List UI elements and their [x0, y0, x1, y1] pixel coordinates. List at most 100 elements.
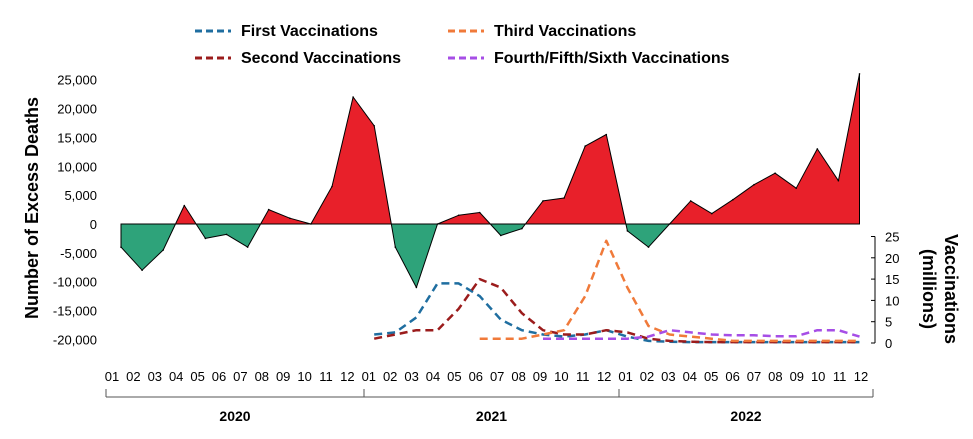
month-tick-label: 06 [725, 369, 739, 384]
excess-deaths-point [689, 200, 692, 202]
excess-deaths-point [457, 214, 460, 217]
y-tick-label: 0 [90, 217, 97, 232]
excess-deaths-point [478, 211, 481, 214]
excess-deaths-point [183, 204, 186, 207]
month-tick-label: 10 [811, 369, 825, 384]
y-tick-label: -5,000 [60, 246, 97, 261]
vaccination-lines [373, 239, 860, 344]
y-tick-label: 5,000 [64, 188, 97, 203]
excess-deaths-point [626, 230, 629, 232]
month-tick-label: 09 [790, 369, 804, 384]
legend-label-3: Third Vaccinations [494, 23, 636, 40]
month-tick-label: 06 [212, 369, 226, 384]
negative-excess-area [120, 223, 860, 288]
month-tick-label: 03 [148, 369, 162, 384]
y2-label-line1: Vaccinations [941, 234, 961, 344]
y2-tick-label: 0 [885, 336, 892, 351]
excess-deaths-point [521, 227, 523, 230]
y2-axis: 25 20 15 10 5 0 [871, 230, 899, 351]
month-tick-label: 11 [576, 369, 590, 384]
excess-deaths-point [542, 200, 544, 202]
month-tick-label: 05 [704, 369, 718, 384]
excess-deaths-point [394, 246, 397, 248]
excess-deaths-point [436, 223, 439, 225]
year-label: 2022 [730, 408, 761, 424]
series-line-2 [373, 277, 860, 344]
month-tick-label: 02 [383, 369, 397, 384]
month-tick-label: 01 [618, 369, 632, 384]
excess-deaths-point [816, 148, 819, 150]
excess-deaths-point [120, 246, 122, 248]
y-axis: 25,000 20,000 15,000 10,000 5,000 0 -5,000 -10,… [53, 73, 97, 348]
excess-deaths-point [373, 125, 376, 127]
y2-tick-label: 25 [885, 230, 899, 245]
excess-deaths-point [563, 197, 565, 199]
y-tick-label: -15,000 [53, 304, 97, 319]
month-tick-label: 09 [533, 369, 547, 384]
legend-label-1: First Vaccinations [241, 23, 378, 40]
excess-deaths-point [795, 187, 797, 189]
month-tick-label: 08 [255, 369, 269, 384]
legend-label-4: Fourth/Fifth/Sixth Vaccinations [494, 50, 730, 67]
excess-deaths-point [647, 246, 650, 248]
month-tick-label: 04 [169, 369, 183, 384]
month-tick-label: 02 [126, 369, 140, 384]
month-tick-label: 08 [511, 369, 525, 384]
y2-axis-label: Vaccinations(millions) [919, 234, 961, 344]
month-tick-label: 05 [447, 369, 461, 384]
month-tick-label: 03 [661, 369, 675, 384]
excess-deaths-point [605, 133, 608, 136]
positive-excess-area [120, 73, 860, 225]
y-tick-label: 25,000 [57, 73, 97, 88]
month-tick-label: 02 [640, 369, 654, 384]
month-tick-label: 07 [747, 369, 761, 384]
y-tick-label: 20,000 [57, 102, 97, 117]
month-tick-label: 12 [340, 369, 354, 384]
month-tick-label: 12 [597, 369, 611, 384]
month-tick-label: 04 [683, 369, 697, 384]
excess-deaths-point [141, 269, 143, 272]
month-tick-label: 07 [490, 369, 504, 384]
month-tick-label: 12 [854, 369, 868, 384]
month-tick-label: 03 [404, 369, 418, 384]
excess-deaths-point [267, 208, 270, 211]
month-tick-label: 04 [426, 369, 440, 384]
y-axis-label: Number of Excess Deaths [22, 97, 42, 319]
y-tick-label: -10,000 [53, 275, 97, 290]
year-label: 2020 [219, 408, 250, 424]
month-tick-label: 11 [833, 369, 847, 384]
month-tick-label: 10 [554, 369, 568, 384]
y-tick-label: 10,000 [57, 159, 97, 174]
y-tick-label: 15,000 [57, 130, 97, 145]
month-tick-label: 11 [319, 369, 333, 384]
excess-deaths-point [246, 246, 249, 248]
excess-deaths-point [162, 249, 164, 251]
month-tick-label: 06 [469, 369, 483, 384]
year-label: 2021 [476, 408, 507, 424]
excess-deaths-point [711, 212, 713, 215]
y2-tick-label: 15 [885, 272, 899, 287]
month-tick-label: 05 [190, 369, 204, 384]
excess-deaths-point [352, 96, 354, 98]
month-tick-label: 07 [233, 369, 247, 384]
month-tick-label: 01 [105, 369, 119, 384]
excess-deaths-point [837, 179, 840, 182]
y2-tick-label: 10 [885, 293, 899, 308]
legend: First Vaccinations Second Vaccinations Thi… [195, 23, 730, 67]
series-line-4 [543, 328, 860, 340]
series-line-1 [374, 282, 860, 344]
y2-label-line2: (millions) [919, 249, 939, 329]
excess-deaths-point [310, 223, 312, 225]
excess-deaths-area [120, 73, 861, 289]
legend-label-2: Second Vaccinations [241, 50, 401, 67]
month-tick-label: 08 [768, 369, 782, 384]
excess-deaths-point [584, 145, 586, 147]
month-tick-label: 01 [362, 369, 376, 384]
series-line-3 [479, 239, 860, 343]
excess-deaths-point [668, 223, 671, 225]
excess-deaths-point [753, 183, 755, 186]
excess-deaths-point [774, 172, 776, 174]
month-tick-label: 10 [297, 369, 311, 384]
y2-tick-label: 5 [885, 315, 892, 330]
